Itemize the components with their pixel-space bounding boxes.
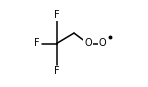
Text: F: F	[54, 66, 59, 76]
Text: F: F	[34, 39, 39, 48]
Text: O: O	[84, 39, 92, 48]
Text: F: F	[54, 10, 59, 20]
Text: O: O	[99, 39, 107, 48]
